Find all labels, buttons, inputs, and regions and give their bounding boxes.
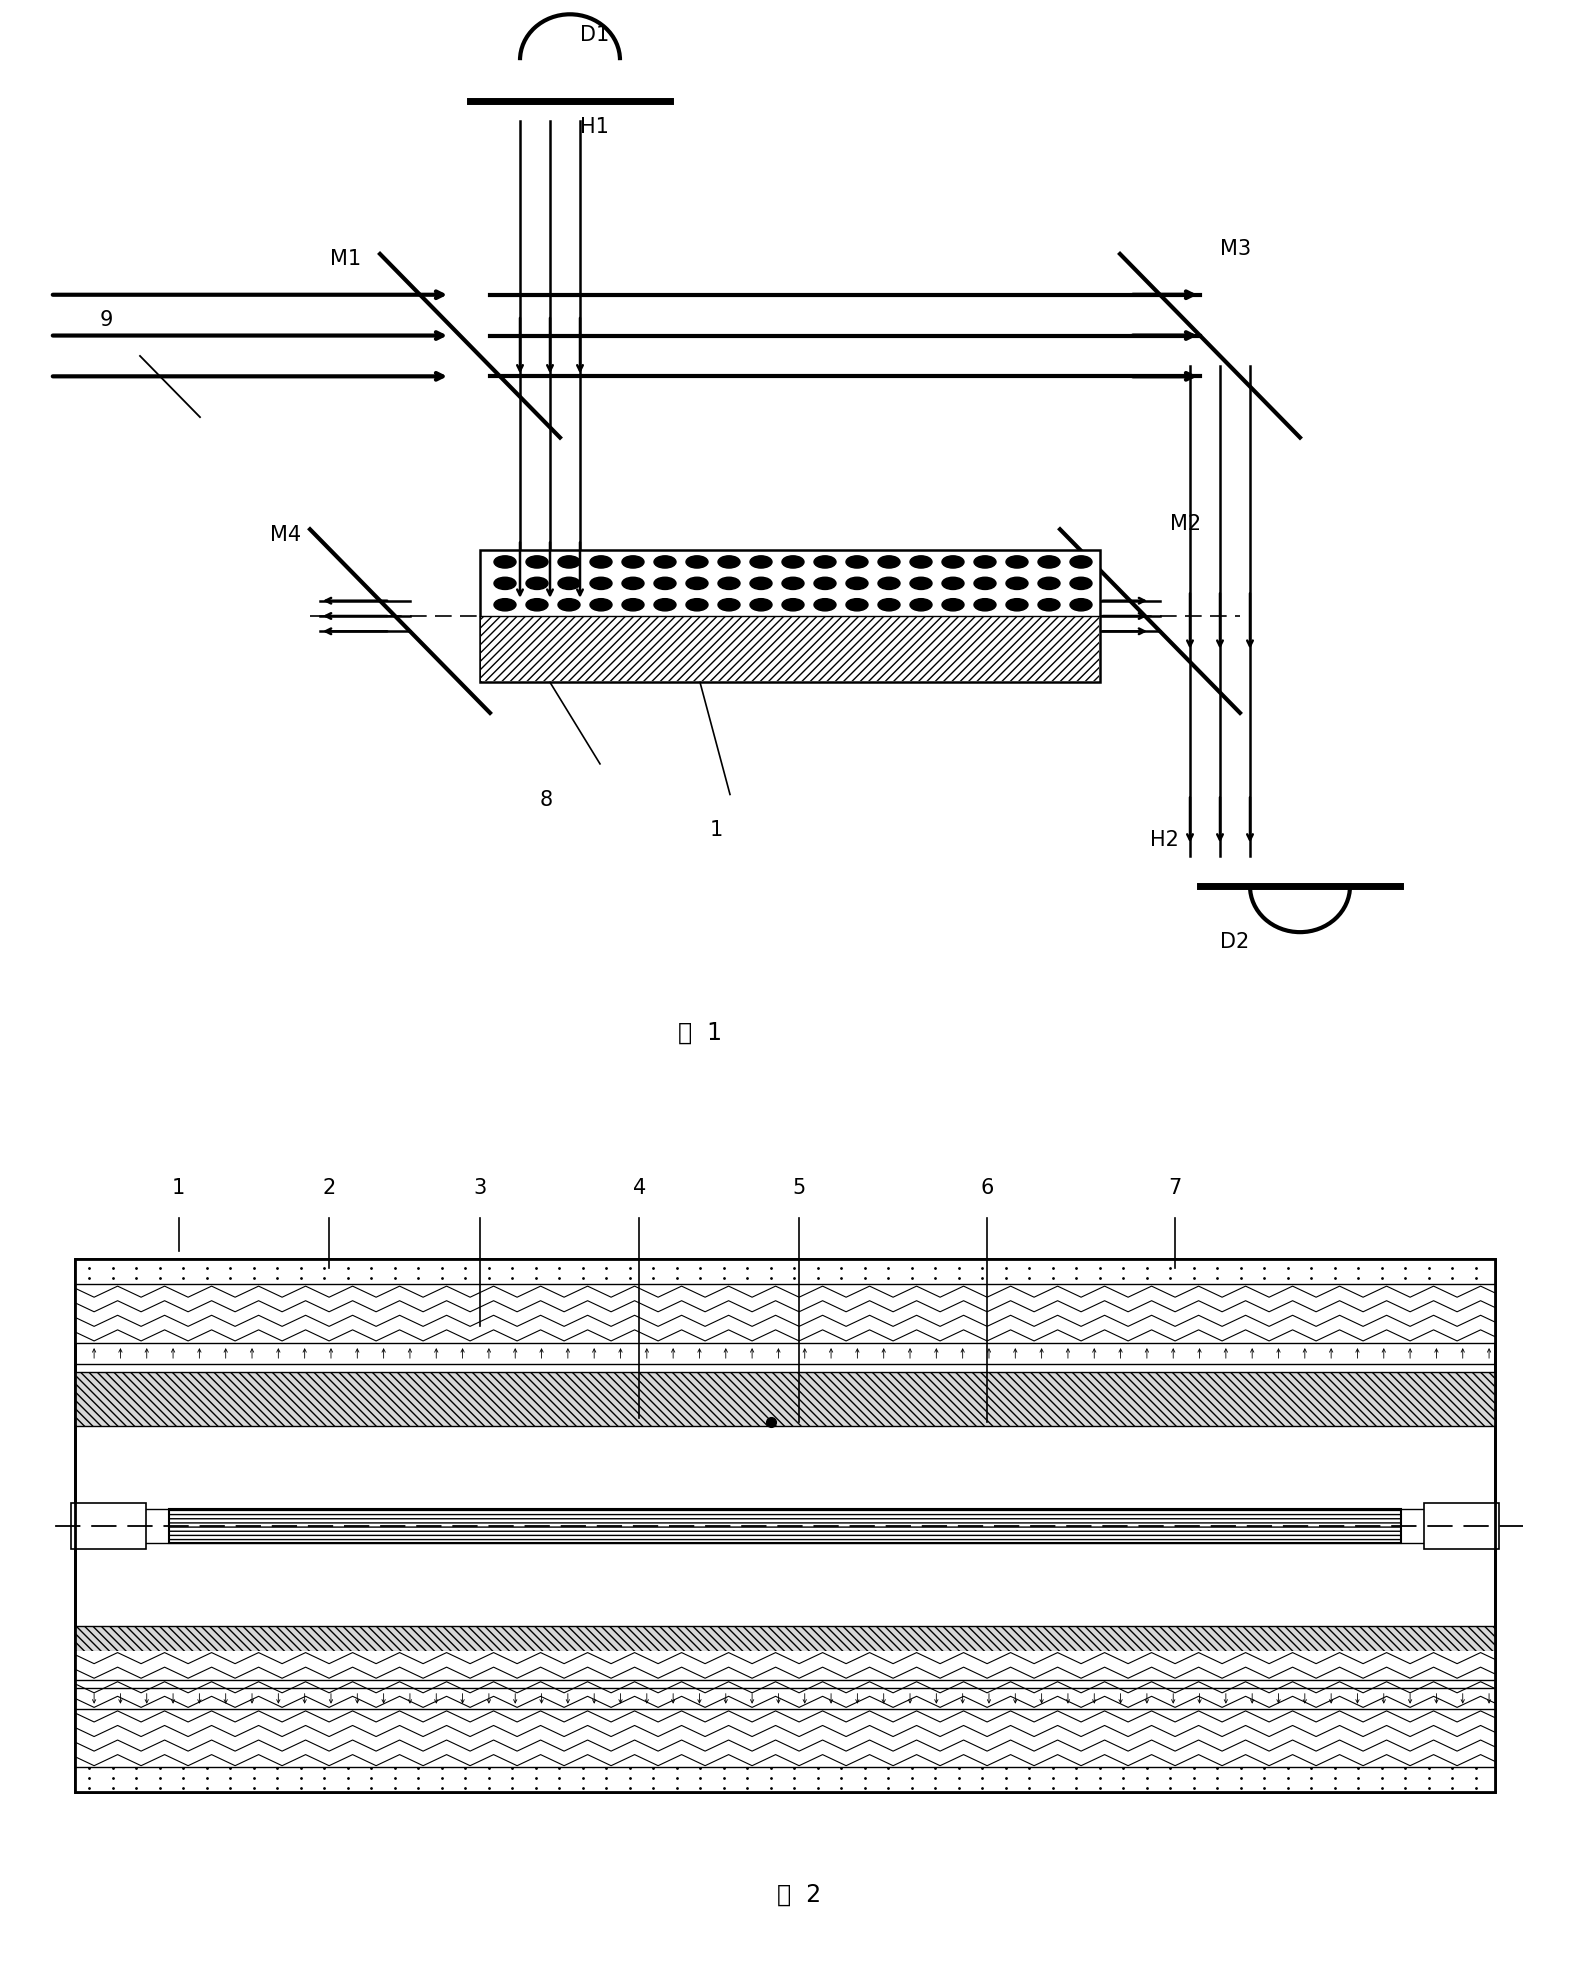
Ellipse shape xyxy=(686,557,708,569)
Ellipse shape xyxy=(1006,579,1028,591)
Bar xyxy=(75,1651,1495,1708)
Ellipse shape xyxy=(911,557,933,569)
Ellipse shape xyxy=(846,557,868,569)
Ellipse shape xyxy=(813,599,835,612)
Ellipse shape xyxy=(686,599,708,612)
Ellipse shape xyxy=(557,579,579,591)
Ellipse shape xyxy=(911,579,933,591)
Ellipse shape xyxy=(557,599,579,612)
Bar xyxy=(75,1261,1495,1284)
Ellipse shape xyxy=(878,557,900,569)
Text: 8: 8 xyxy=(540,789,553,809)
Bar xyxy=(480,551,1101,684)
Ellipse shape xyxy=(1006,557,1028,569)
Ellipse shape xyxy=(1071,557,1093,569)
Ellipse shape xyxy=(846,579,868,591)
Text: H2: H2 xyxy=(1149,830,1179,850)
Bar xyxy=(480,618,1099,682)
Ellipse shape xyxy=(655,599,677,612)
Ellipse shape xyxy=(495,579,517,591)
Text: M2: M2 xyxy=(1170,513,1201,533)
Ellipse shape xyxy=(655,579,677,591)
Text: 图  1: 图 1 xyxy=(678,1021,722,1045)
Ellipse shape xyxy=(942,579,964,591)
Ellipse shape xyxy=(750,557,772,569)
Bar xyxy=(75,1261,1495,1792)
Ellipse shape xyxy=(717,557,739,569)
Text: 4: 4 xyxy=(633,1177,645,1197)
Ellipse shape xyxy=(973,557,995,569)
Bar xyxy=(170,1510,1400,1542)
Text: H1: H1 xyxy=(579,117,609,137)
Text: 7: 7 xyxy=(1168,1177,1182,1197)
Text: M1: M1 xyxy=(330,250,361,270)
Text: 2: 2 xyxy=(322,1177,336,1197)
Bar xyxy=(75,1372,1495,1427)
Ellipse shape xyxy=(590,599,612,612)
Ellipse shape xyxy=(622,579,644,591)
Bar xyxy=(75,1261,1495,1792)
Ellipse shape xyxy=(1038,579,1060,591)
Bar xyxy=(75,1284,1495,1344)
Bar xyxy=(75,1768,1495,1792)
Ellipse shape xyxy=(495,599,517,612)
Text: 1: 1 xyxy=(710,821,724,840)
Ellipse shape xyxy=(622,557,644,569)
Ellipse shape xyxy=(1038,599,1060,612)
Ellipse shape xyxy=(973,599,995,612)
Ellipse shape xyxy=(526,579,548,591)
Ellipse shape xyxy=(526,557,548,569)
Ellipse shape xyxy=(655,557,677,569)
Bar xyxy=(1424,1502,1499,1550)
Ellipse shape xyxy=(686,579,708,591)
Ellipse shape xyxy=(717,599,739,612)
Ellipse shape xyxy=(717,579,739,591)
Text: 3: 3 xyxy=(473,1177,487,1197)
Ellipse shape xyxy=(622,599,644,612)
Ellipse shape xyxy=(1006,599,1028,612)
Text: 1: 1 xyxy=(173,1177,185,1197)
Ellipse shape xyxy=(813,557,835,569)
Ellipse shape xyxy=(782,557,804,569)
Ellipse shape xyxy=(590,557,612,569)
Ellipse shape xyxy=(557,557,579,569)
Ellipse shape xyxy=(1071,599,1093,612)
Ellipse shape xyxy=(878,599,900,612)
Bar xyxy=(75,1708,1495,1768)
Ellipse shape xyxy=(973,579,995,591)
Text: D1: D1 xyxy=(579,26,609,46)
Ellipse shape xyxy=(942,557,964,569)
Ellipse shape xyxy=(782,599,804,612)
Text: 6: 6 xyxy=(980,1177,994,1197)
Text: 5: 5 xyxy=(793,1177,805,1197)
Ellipse shape xyxy=(1038,557,1060,569)
Text: M3: M3 xyxy=(1220,240,1251,260)
Ellipse shape xyxy=(1071,579,1093,591)
Ellipse shape xyxy=(526,599,548,612)
Text: M4: M4 xyxy=(270,525,301,545)
Ellipse shape xyxy=(911,599,933,612)
Text: D2: D2 xyxy=(1220,932,1250,951)
Bar xyxy=(71,1502,146,1550)
Ellipse shape xyxy=(750,599,772,612)
Ellipse shape xyxy=(878,579,900,591)
Ellipse shape xyxy=(495,557,517,569)
Ellipse shape xyxy=(750,579,772,591)
Ellipse shape xyxy=(846,599,868,612)
Ellipse shape xyxy=(942,599,964,612)
Ellipse shape xyxy=(782,579,804,591)
Bar xyxy=(75,1625,1495,1681)
Ellipse shape xyxy=(590,579,612,591)
Ellipse shape xyxy=(813,579,835,591)
Text: 9: 9 xyxy=(100,311,113,331)
Text: 图  2: 图 2 xyxy=(777,1881,821,1907)
